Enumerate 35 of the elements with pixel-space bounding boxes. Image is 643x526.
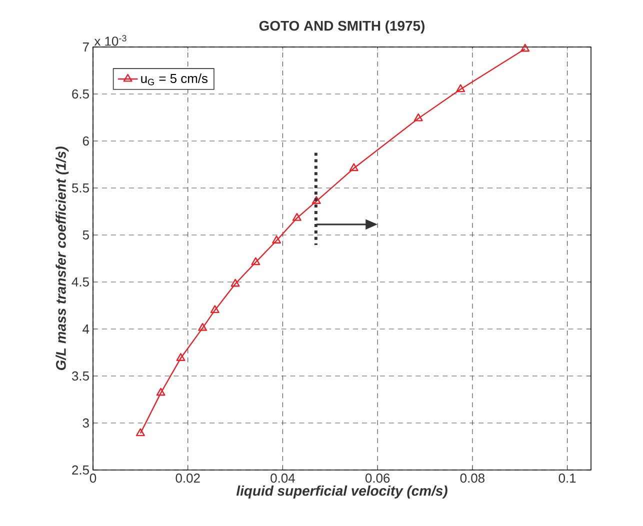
point <box>292 213 302 221</box>
text: x 10$^{-3}$ <box>94 35 126 46</box>
point <box>136 428 145 436</box>
y-tick-label: 3 <box>82 418 89 428</box>
y-tick-label: 7 <box>82 42 89 52</box>
point <box>456 84 466 92</box>
point <box>230 278 240 287</box>
x-tick-label: 0.1 <box>558 474 576 483</box>
chart-title: GOTO AND SMITH (1975) <box>259 20 424 34</box>
point <box>272 236 282 244</box>
x-tick-label: 0.08 <box>460 474 484 483</box>
x-tick-label: 0.04 <box>270 474 295 483</box>
point <box>312 196 321 204</box>
point <box>349 163 358 172</box>
x-tick-label: 0.02 <box>176 474 200 483</box>
point <box>198 322 208 331</box>
y-tick-label: 6 <box>82 136 89 146</box>
x-tick-label: 0.06 <box>365 474 390 483</box>
point <box>176 353 186 361</box>
point <box>251 257 260 266</box>
y-tick-label: 4 <box>82 324 90 334</box>
y-tick-label: 3.5 <box>72 371 89 381</box>
y-tick-label: 6.5 <box>72 89 89 99</box>
y-axis-title: G/L mass transfer coefficient (1/s) <box>56 146 69 370</box>
legend-label: u$_{G}$ = 5 cm/s <box>141 74 208 86</box>
x-axis-title: liquid superficial velocity (cm/s) <box>236 486 448 499</box>
y-tick-label: 5.5 <box>72 183 89 193</box>
y-tick-label: 5 <box>82 230 89 240</box>
point <box>414 113 423 122</box>
point <box>156 388 166 396</box>
y-tick-label: 4.5 <box>72 277 89 287</box>
point <box>210 305 220 314</box>
point <box>520 44 530 52</box>
y-tick-label: 2.5 <box>72 465 89 475</box>
x-tick-label: 0 <box>90 474 96 483</box>
